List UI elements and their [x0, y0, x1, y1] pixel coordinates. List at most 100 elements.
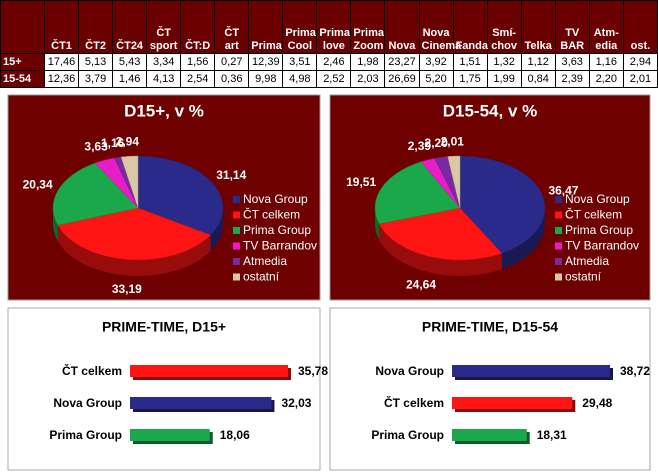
slice — [374, 161, 461, 225]
value-label: 38,72 — [620, 364, 650, 378]
header-cell: ČT2 — [78, 0, 114, 54]
header-cell: Nova Cinema — [418, 0, 461, 54]
legend-label: ČT celkem — [243, 207, 300, 222]
value-cell: 12,36 — [43, 70, 80, 88]
chart-title: PRIME-TIME, D15+ — [102, 319, 226, 335]
header-cell: Prima Zoom — [350, 0, 386, 54]
value-label: 24,64 — [406, 278, 436, 292]
bar — [452, 365, 610, 377]
value-cell: 4,98 — [282, 70, 318, 88]
value-label: 31,14 — [216, 168, 246, 182]
value-label: 29,48 — [582, 396, 612, 410]
value-cell: 1,56 — [180, 53, 216, 71]
value-cell: 2,54 — [180, 70, 216, 88]
legend-swatch — [233, 242, 240, 250]
value-label: 2,01 — [441, 134, 465, 148]
value-cell: 1,51 — [452, 53, 488, 71]
value-cell: 9,98 — [248, 70, 284, 88]
slice-side — [379, 223, 502, 276]
slice-side — [501, 208, 545, 270]
value-cell: 2,39 — [554, 70, 590, 88]
header-cell: Nova — [384, 0, 420, 54]
category-label: Prima Group — [49, 428, 122, 442]
value-label: 32,03 — [281, 396, 311, 410]
value-label: 18,31 — [537, 428, 567, 442]
legend-label: Prima Group — [243, 223, 311, 237]
value-cell: 2,01 — [622, 70, 658, 88]
slice-side — [210, 208, 223, 252]
slice — [52, 162, 139, 226]
legend-label: ČT celkem — [565, 207, 622, 222]
table-row: 15-54 12,36 3,79 1,46 4,13 2,54 0,36 9,98 4,98 2,… — [0, 70, 658, 88]
header-cell: ost. — [622, 0, 658, 54]
legend-swatch — [233, 227, 240, 234]
slice-side — [375, 208, 380, 240]
legend-label: TV Barrandov — [243, 239, 317, 253]
legend-label: ostatní — [243, 270, 280, 284]
legend-swatch — [233, 211, 240, 219]
value-cell: 1,16 — [588, 53, 624, 71]
value-label: 33,19 — [112, 282, 142, 296]
value-label: 3,63 — [84, 139, 108, 153]
slice — [447, 155, 461, 209]
value-cell: 26,69 — [384, 70, 420, 88]
slice — [57, 207, 212, 261]
value-label: 2,94 — [116, 135, 140, 149]
chart-title: D15-54, v % — [443, 101, 538, 120]
value-label: 18,06 — [220, 428, 250, 442]
value-cell: 23,27 — [384, 53, 420, 71]
chart-title: D15+, v % — [124, 101, 204, 120]
value-label: 2,39 — [408, 139, 432, 153]
value-label: 35,78 — [298, 364, 328, 378]
category-label: Prima Group — [371, 428, 444, 442]
value-cell: 3,92 — [418, 53, 454, 71]
row-label: 15-54 — [0, 70, 45, 88]
value-cell: 3,51 — [282, 53, 318, 71]
category-label: Nova Group — [375, 364, 444, 378]
legend-label: Atmedia — [243, 254, 287, 268]
value-label: 2,20 — [425, 136, 449, 150]
value-label: 20,34 — [23, 177, 53, 191]
corner-cell — [0, 0, 45, 54]
value-cell: 1,12 — [520, 53, 556, 71]
bar — [452, 429, 527, 441]
legend-swatch — [555, 227, 562, 234]
legend-swatch — [555, 258, 562, 265]
table-row: 15+ 17,46 5,13 5,43 3,34 1,56 0,27 12,39 3,51 2,4… — [0, 53, 658, 71]
slice — [120, 155, 139, 209]
legend-label: Atmedia — [565, 254, 609, 268]
slice — [378, 207, 503, 261]
slice-side — [57, 225, 211, 276]
ratings-table: ČT1 ČT2 ČT24 ČT sport ČT:D ČT art Prima Prima C… — [0, 0, 658, 88]
header-cell: Telka — [520, 0, 556, 54]
legend-label: TV Barrandov — [565, 239, 639, 253]
header-cell: Prima love — [316, 0, 352, 54]
value-cell: 3,79 — [78, 70, 114, 88]
header-cell: ČT art — [214, 0, 250, 54]
legend-label: ostatní — [565, 270, 602, 284]
value-cell: 1,46 — [112, 70, 148, 88]
legend-label: Prima Group — [565, 223, 633, 237]
legend-swatch — [233, 258, 240, 265]
category-label: ČT celkem — [62, 363, 122, 378]
bar — [130, 365, 288, 377]
category-label: Nova Group — [53, 396, 122, 410]
legend-label: Nova Group — [565, 192, 630, 206]
value-cell: 5,20 — [418, 70, 454, 88]
slice — [137, 155, 224, 236]
bar — [130, 397, 272, 409]
legend-swatch — [233, 196, 240, 203]
header-row: ČT1 ČT2 ČT24 ČT sport ČT:D ČT art Prima Prima C… — [0, 0, 658, 54]
legend-label: Nova Group — [243, 192, 308, 206]
value-cell: 1,99 — [486, 70, 522, 88]
header-cell: Prima Cool — [282, 0, 318, 54]
category-label: ČT celkem — [384, 395, 444, 410]
header-cell: TV BAR — [554, 0, 590, 54]
header-cell: Smí- chov — [486, 0, 522, 54]
legend-swatch — [233, 273, 240, 281]
slice-side — [53, 208, 58, 242]
value-cell: 5,43 — [112, 53, 148, 71]
legend-swatch — [555, 273, 562, 281]
bar — [130, 429, 210, 441]
